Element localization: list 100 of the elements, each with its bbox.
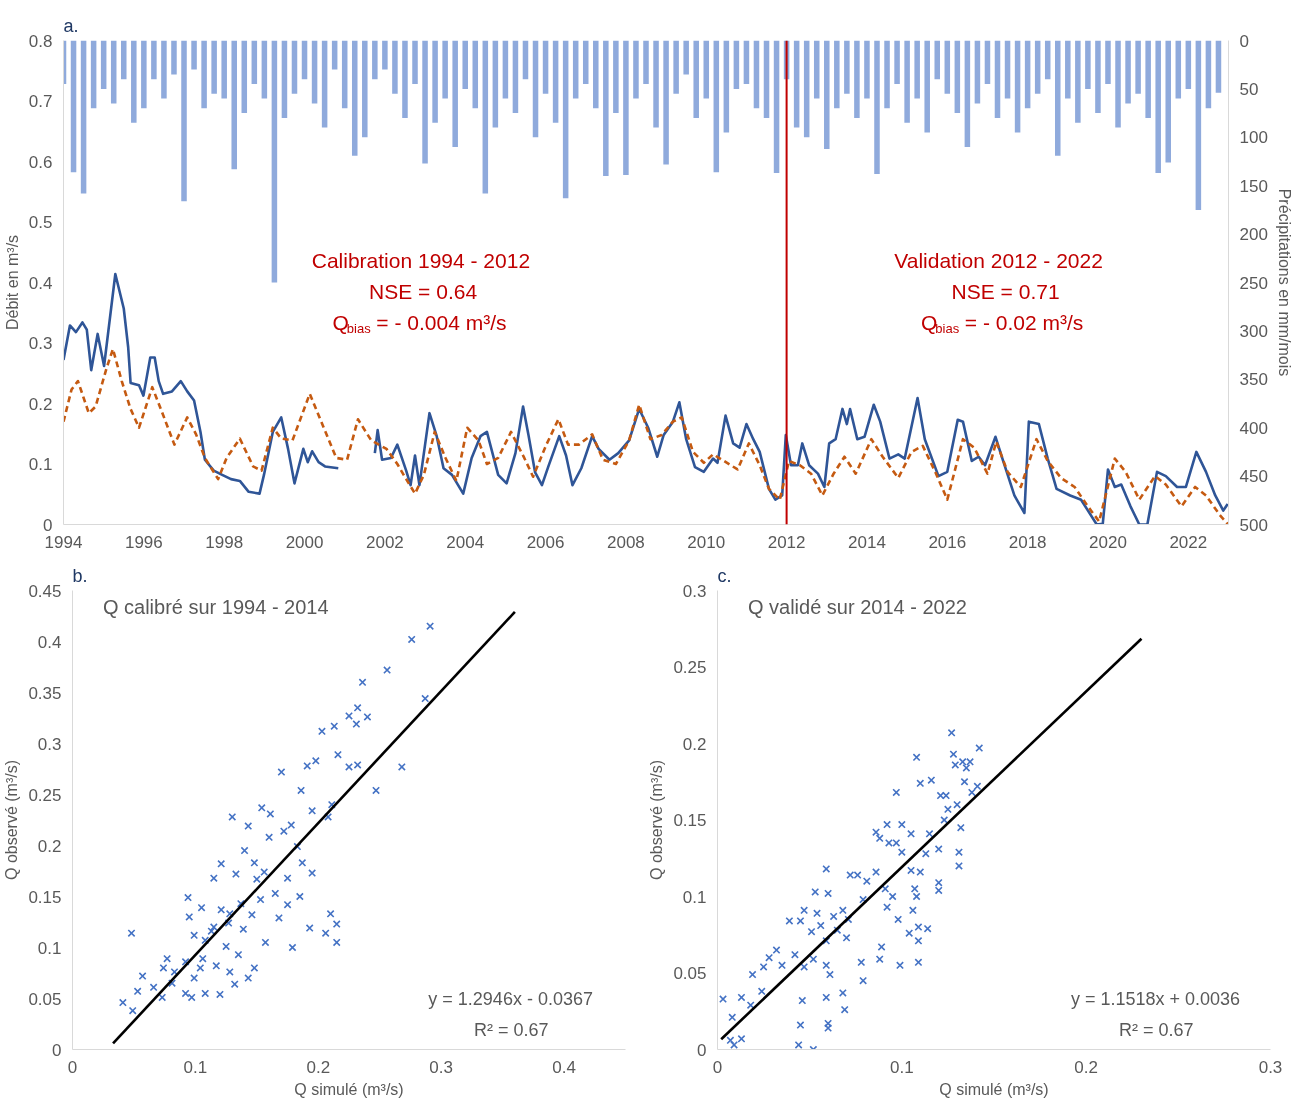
bar (854, 40, 860, 118)
bar (663, 40, 669, 165)
bar (141, 40, 147, 109)
x-tick-label: 0.3 (429, 1057, 453, 1077)
bar (713, 40, 720, 173)
bar (924, 40, 930, 133)
bar (1195, 40, 1202, 210)
bar (452, 40, 458, 147)
bar (1155, 40, 1161, 174)
y-tick-label: 0.1 (28, 455, 53, 474)
x-tick-label: 0.3 (1258, 1057, 1283, 1077)
bar (100, 40, 107, 89)
bar (884, 40, 890, 109)
y-axis-title: Q observé (m³/s) (648, 759, 666, 881)
bar (1165, 40, 1171, 163)
y2-tick-label: 400 (1239, 418, 1268, 438)
bar (653, 40, 659, 128)
y-tick-label: 0.1 (37, 938, 62, 958)
bar (1115, 40, 1121, 128)
bar (894, 40, 900, 85)
bar (773, 40, 780, 174)
x-tick-label: 2014 (848, 532, 886, 552)
bar (392, 40, 398, 94)
bar (813, 40, 820, 99)
y-tick-label: 0.15 (673, 811, 707, 830)
x-tick-label: 2022 (1169, 532, 1208, 552)
y-tick-label: 0 (697, 1040, 707, 1060)
y2-tick-label: 450 (1239, 467, 1268, 487)
annotation: y = 1.1518x + 0.0036 R² = 0.67 (1070, 989, 1241, 1041)
bar (351, 40, 358, 156)
bar (472, 40, 479, 109)
y-tick-label: 0.25 (673, 658, 707, 677)
bar (613, 40, 619, 114)
bar (753, 40, 760, 109)
bar (934, 40, 941, 80)
bar (1014, 40, 1021, 133)
bar (402, 40, 408, 118)
x-tick-label: 2020 (1089, 532, 1127, 552)
bar (492, 40, 499, 128)
bar (432, 40, 438, 123)
bar (723, 40, 730, 133)
bar (372, 40, 378, 80)
bar (382, 40, 388, 70)
bar (1105, 40, 1111, 85)
x-tick-label: 2006 (526, 532, 565, 552)
bar (633, 40, 639, 99)
bar (70, 40, 77, 173)
bar (703, 40, 710, 99)
y2-tick-label: 250 (1239, 273, 1268, 293)
x-tick-label: 0.1 (183, 1057, 208, 1077)
bar (874, 40, 880, 175)
text: b. (72, 565, 88, 586)
bar (643, 40, 649, 85)
bar (181, 40, 187, 202)
bar (552, 40, 559, 123)
y2-tick-label: 150 (1239, 176, 1268, 196)
x-tick-label: 2010 (687, 532, 726, 552)
bar (281, 40, 288, 118)
bar (904, 40, 910, 123)
y-tick-label: 0.25 (28, 785, 62, 805)
y-tick-label: 0.45 (28, 581, 62, 601)
x-tick-label: 0.1 (890, 1057, 914, 1077)
bar (482, 40, 489, 194)
bar (572, 40, 579, 99)
y-tick-label: 0.15 (28, 887, 62, 907)
bar (161, 40, 167, 99)
y2-tick-label: 500 (1239, 515, 1268, 535)
x-tick-label: 2004 (446, 532, 485, 552)
bar (331, 40, 338, 70)
y-tick-label: 0.4 (28, 273, 53, 293)
y-tick-label: 0.4 (37, 632, 62, 652)
x-tick-label: 1998 (205, 532, 244, 552)
bar (834, 40, 840, 109)
y-axis-title: Q observé (m³/s) (3, 759, 21, 881)
y-tick-label: 0.2 (28, 394, 53, 414)
bar (803, 40, 810, 138)
y-tick-label: 0.7 (28, 92, 53, 111)
bar (1085, 40, 1091, 89)
bar (1215, 40, 1222, 93)
x-tick-label: 1996 (124, 532, 163, 552)
bar (1065, 40, 1071, 99)
y-axis-title: Débit en m³/s (3, 234, 21, 331)
bar (733, 40, 740, 89)
y-tick-label: 0.2 (37, 836, 62, 856)
bar (914, 40, 920, 99)
bar (171, 40, 177, 75)
chart-title: Q calibré sur 1994 - 2014 (102, 595, 329, 618)
y2-tick-label: 200 (1239, 225, 1268, 245)
bar (211, 40, 217, 94)
bar (824, 40, 830, 149)
bar (241, 40, 248, 114)
bar (864, 40, 870, 99)
bar (954, 40, 961, 114)
bar (623, 40, 629, 176)
text: a. (63, 15, 79, 36)
bar (131, 40, 137, 123)
x-tick-label: 0.2 (1074, 1057, 1098, 1077)
bar (964, 40, 971, 147)
bar (261, 40, 268, 99)
bar (994, 40, 1001, 118)
